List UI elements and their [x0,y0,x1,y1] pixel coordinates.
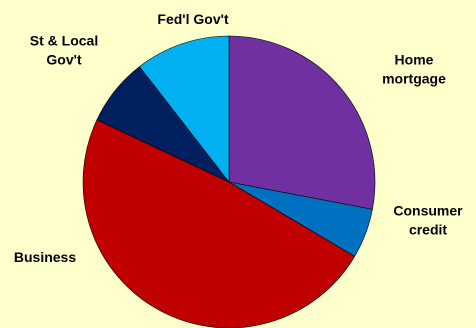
pie-slice-home-mortgage [228,35,376,210]
pie-slices [82,35,376,328]
pie-slice-fed-l-gov-t [139,35,230,183]
pie-label-business: Business [14,249,76,265]
pie-label-consumer-credit: Consumer credit [393,203,463,238]
pie-label-fed-l-gov-t: Fed'l Gov't [157,11,229,27]
pie-labels: Home mortgage Consumer credit Business St & L… [14,11,463,265]
pie-label-home-mortgage: Home mortgage [382,52,446,87]
pie-label-st-local-gov-t: St & Local Gov't [30,33,98,68]
pie-slice-business [82,119,356,328]
